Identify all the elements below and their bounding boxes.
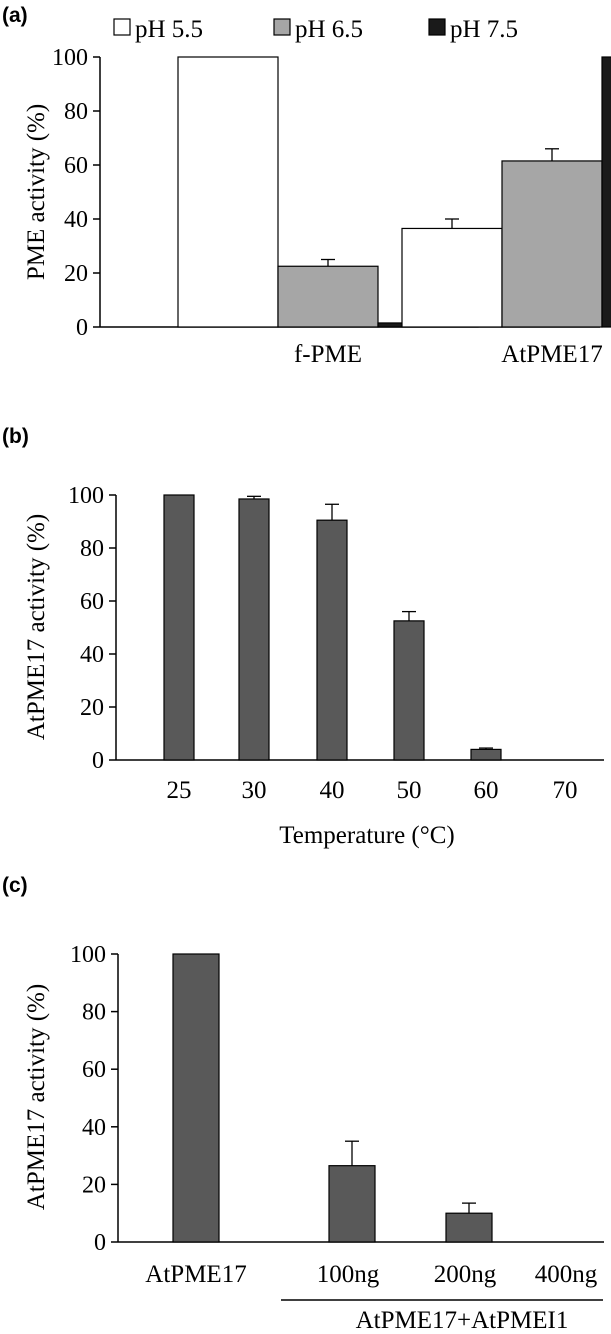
y-tick-label: 0 <box>94 1230 106 1256</box>
y-tick-label: 100 <box>52 45 88 71</box>
x-tick-label: 70 <box>553 777 578 804</box>
y-tick-label: 20 <box>82 1172 106 1198</box>
y-tick-label: 20 <box>64 261 88 287</box>
x-tick-label: 50 <box>397 777 422 804</box>
y-tick-label: 40 <box>82 1115 106 1141</box>
y-tick-label: 60 <box>64 153 88 179</box>
panel-c-y-axis-label: AtPME17 activity (%) <box>23 984 50 1210</box>
bar <box>238 498 270 761</box>
bar <box>177 56 279 328</box>
bar <box>470 748 502 761</box>
y-tick-label: 100 <box>68 483 104 509</box>
bar <box>328 1165 376 1243</box>
y-tick-label: 80 <box>64 99 88 125</box>
panel-b: (b) AtPME17 activity (%) Temperature (°C… <box>2 425 604 849</box>
legend-swatch-ph55 <box>113 18 131 36</box>
legend-label-ph55: pH 5.5 <box>135 16 203 43</box>
legend-swatch-ph65 <box>273 18 291 36</box>
panel-a-legend: pH 5.5 pH 6.5 pH 7.5 <box>113 16 518 43</box>
panel-c: (c) AtPME17 activity (%) AtPME17+AtPMEI1… <box>2 874 604 1334</box>
x-tick-label: 30 <box>242 777 267 804</box>
y-tick-label: 0 <box>92 748 104 774</box>
y-tick-label: 60 <box>80 589 104 615</box>
x-tick-label: AtPME17 <box>501 341 602 368</box>
bar <box>601 56 611 328</box>
y-tick-label: 100 <box>70 942 106 968</box>
y-tick-label: 20 <box>80 695 104 721</box>
panel-a-plot: 0 20 40 60 80 100 f-PME AtPME17 <box>52 45 611 368</box>
bar <box>277 265 379 328</box>
bar <box>172 953 220 1243</box>
x-tick-label: f-PME <box>294 341 362 368</box>
x-tick-label: 25 <box>167 777 192 804</box>
y-tick-label: 80 <box>80 536 104 562</box>
panel-b-y-axis-label: AtPME17 activity (%) <box>23 514 50 740</box>
x-tick-label: AtPME17 <box>145 1261 246 1288</box>
panel-b-plot: 0 20 40 60 80 100 25 30 40 50 60 70 <box>68 483 604 804</box>
bar <box>163 494 195 761</box>
y-tick-label: 80 <box>82 1000 106 1026</box>
bar <box>316 519 348 761</box>
bar <box>401 227 503 328</box>
panel-a-letter: (a) <box>2 4 28 27</box>
y-tick-label: 60 <box>82 1057 106 1083</box>
x-tick-label: 40 <box>320 777 345 804</box>
legend-label-ph75: pH 7.5 <box>450 16 518 43</box>
panel-a: (a) pH 5.5 pH 6.5 pH 7.5 PME activity (%… <box>2 4 611 368</box>
panel-c-group-label: AtPME17+AtPMEI1 <box>356 1307 569 1334</box>
panel-c-letter: (c) <box>2 874 28 897</box>
panel-b-letter: (b) <box>2 425 29 448</box>
x-tick-label: 60 <box>474 777 499 804</box>
y-tick-label: 0 <box>76 315 88 341</box>
panel-c-plot: 0 20 40 60 80 100 AtPME17 100ng 200ng 400ng <box>70 942 604 1288</box>
panel-b-x-axis-label: Temperature (°C) <box>279 822 455 849</box>
bar <box>393 620 425 761</box>
bar <box>445 1212 493 1243</box>
y-tick-label: 40 <box>64 207 88 233</box>
legend-label-ph65: pH 6.5 <box>295 16 363 43</box>
legend-swatch-ph75 <box>428 18 446 36</box>
bar <box>501 160 603 328</box>
x-tick-label: 100ng <box>317 1261 380 1288</box>
y-tick-label: 40 <box>80 642 104 668</box>
panel-a-y-axis-label: PME activity (%) <box>23 104 50 280</box>
x-tick-label: 400ng <box>535 1261 598 1288</box>
x-tick-label: 200ng <box>434 1261 497 1288</box>
